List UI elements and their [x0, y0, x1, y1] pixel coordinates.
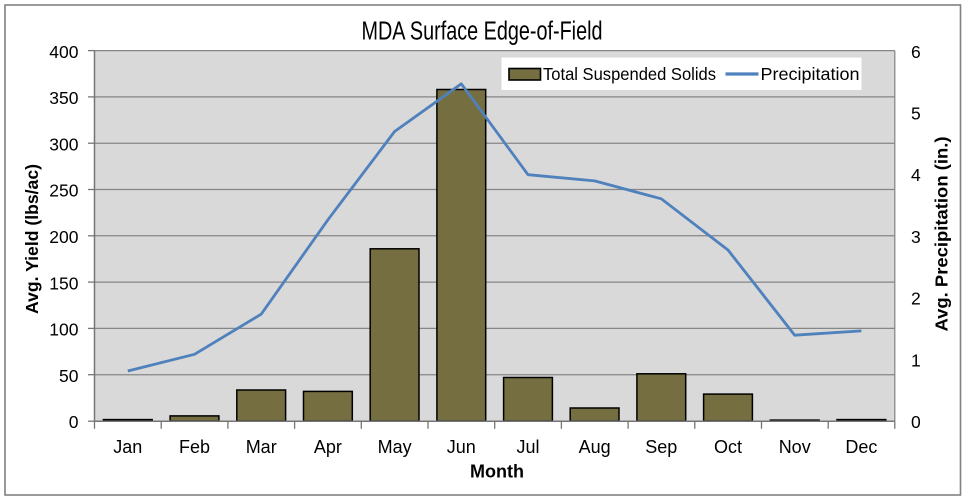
svg-text:3: 3	[911, 227, 921, 247]
svg-text:300: 300	[49, 134, 78, 154]
svg-text:2: 2	[911, 289, 921, 309]
svg-text:Mar: Mar	[246, 437, 277, 457]
svg-text:MDA Surface Edge-of-Field: MDA Surface Edge-of-Field	[362, 18, 603, 46]
svg-text:Jan: Jan	[113, 437, 142, 457]
svg-text:Total Suspended Solids: Total Suspended Solids	[543, 64, 716, 84]
svg-text:Jun: Jun	[447, 437, 476, 457]
svg-text:5: 5	[911, 104, 921, 124]
svg-text:0: 0	[69, 412, 79, 432]
svg-text:250: 250	[49, 181, 78, 201]
svg-text:Aug: Aug	[579, 437, 611, 457]
svg-text:1: 1	[911, 350, 921, 370]
svg-text:Sep: Sep	[645, 437, 677, 457]
svg-text:Avg. Yield (lbs/ac): Avg. Yield (lbs/ac)	[22, 164, 42, 314]
svg-text:100: 100	[49, 320, 78, 340]
svg-text:May: May	[378, 437, 412, 457]
svg-text:Nov: Nov	[779, 437, 811, 457]
svg-text:Feb: Feb	[179, 437, 210, 457]
svg-text:400: 400	[49, 42, 78, 62]
svg-text:Apr: Apr	[314, 437, 342, 457]
svg-text:Avg. Precipitation (in.): Avg. Precipitation (in.)	[932, 137, 952, 332]
svg-text:Jul: Jul	[516, 437, 539, 457]
svg-text:50: 50	[59, 366, 79, 386]
svg-text:4: 4	[911, 165, 921, 185]
svg-text:Dec: Dec	[845, 437, 877, 457]
svg-text:150: 150	[49, 273, 78, 293]
svg-text:Month: Month	[470, 461, 524, 482]
svg-text:Precipitation: Precipitation	[761, 64, 860, 84]
svg-text:350: 350	[49, 88, 78, 108]
svg-text:6: 6	[911, 42, 921, 62]
svg-text:Oct: Oct	[714, 437, 742, 457]
svg-text:0: 0	[911, 412, 921, 432]
svg-text:200: 200	[49, 227, 78, 247]
